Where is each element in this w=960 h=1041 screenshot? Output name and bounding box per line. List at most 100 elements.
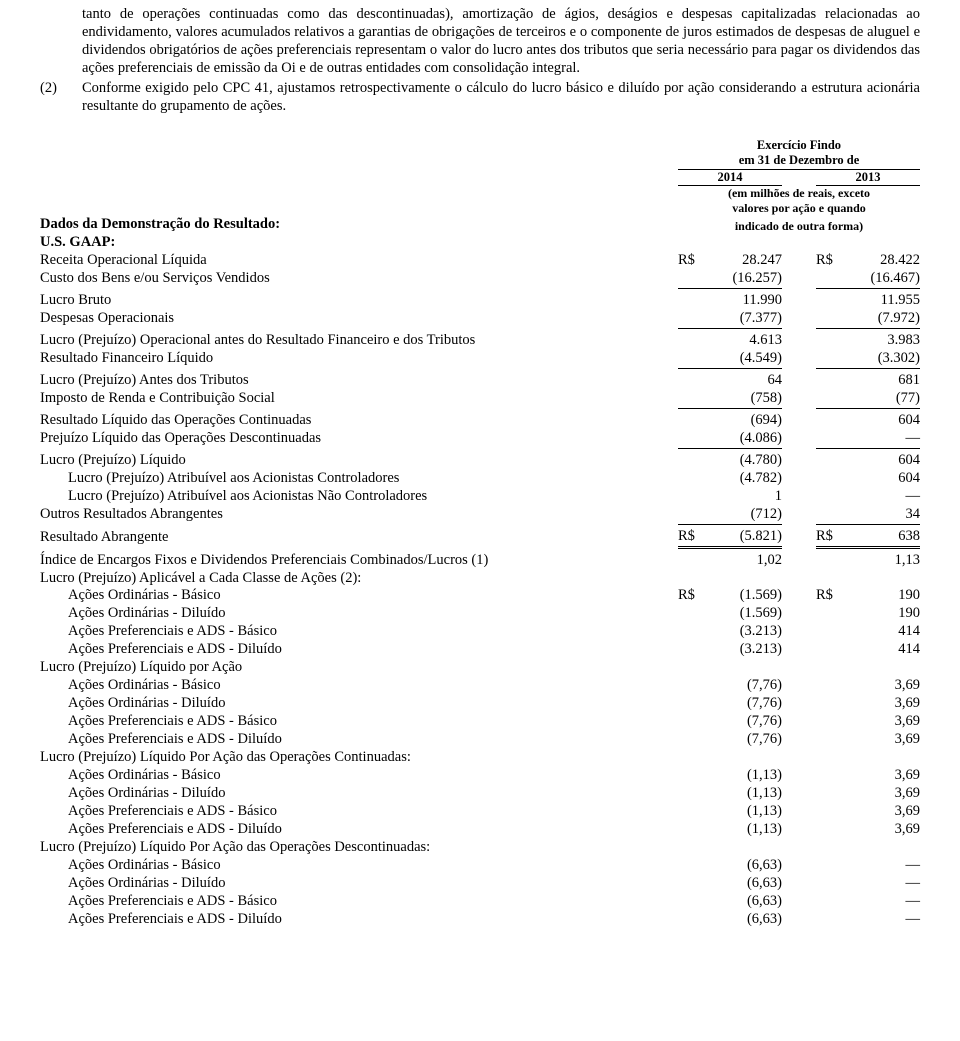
row-val: 681 bbox=[842, 372, 920, 390]
row-label: Despesas Operacionais bbox=[40, 310, 678, 328]
row-label: Ações Ordinárias - Básico bbox=[40, 767, 678, 785]
table-row: Ações Ordinárias - Básico (6,63) — bbox=[40, 857, 920, 875]
table-row: Lucro (Prejuízo) Líquido Por Ação das Op… bbox=[40, 839, 920, 857]
row-val: (6,63) bbox=[704, 857, 782, 875]
row-label: Lucro (Prejuízo) Atribuível aos Acionist… bbox=[40, 470, 678, 488]
row-val: (3.213) bbox=[704, 641, 782, 659]
row-val: 604 bbox=[842, 412, 920, 430]
row-val: 414 bbox=[842, 623, 920, 641]
row-label: Lucro (Prejuízo) Atribuível aos Acionist… bbox=[40, 488, 678, 506]
row-label: Custo dos Bens e/ou Serviços Vendidos bbox=[40, 270, 678, 288]
row-val: 1,13 bbox=[842, 552, 920, 570]
row-cur: R$ bbox=[678, 252, 704, 270]
row-val: (77) bbox=[842, 390, 920, 408]
row-label: Ações Ordinárias - Básico bbox=[40, 587, 678, 605]
row-val: 28.247 bbox=[704, 252, 782, 270]
table-row: Resultado Financeiro Líquido (4.549) (3.… bbox=[40, 350, 920, 368]
row-label: Outros Resultados Abrangentes bbox=[40, 506, 678, 524]
row-label: Lucro (Prejuízo) Operacional antes do Re… bbox=[40, 332, 678, 350]
row-label: Resultado Líquido das Operações Continua… bbox=[40, 412, 678, 430]
table-row: Índice de Encargos Fixos e Dividendos Pr… bbox=[40, 552, 920, 570]
row-label: Ações Ordinárias - Básico bbox=[40, 677, 678, 695]
table-row: Ações Preferenciais e ADS - Básico (1,13… bbox=[40, 803, 920, 821]
row-val: — bbox=[842, 857, 920, 875]
row-val: (7.972) bbox=[842, 310, 920, 328]
row-label: Lucro (Prejuízo) Antes dos Tributos bbox=[40, 372, 678, 390]
table-row: Lucro (Prejuízo) Líquido por Ação bbox=[40, 659, 920, 677]
row-val: (1,13) bbox=[704, 803, 782, 821]
row-cur: R$ bbox=[816, 587, 842, 605]
table-row: Ações Ordinárias - Diluído (1,13) 3,69 bbox=[40, 785, 920, 803]
table-row: Prejuízo Líquido das Operações Descontin… bbox=[40, 430, 920, 448]
row-label: Ações Preferenciais e ADS - Básico bbox=[40, 623, 678, 641]
row-label: Resultado Financeiro Líquido bbox=[40, 350, 678, 368]
row-val: (694) bbox=[704, 412, 782, 430]
row-val: 638 bbox=[842, 528, 920, 547]
row-val: (4.549) bbox=[704, 350, 782, 368]
table-row: Outros Resultados Abrangentes (712) 34 bbox=[40, 506, 920, 524]
header-sub3: indicado de outra forma) bbox=[678, 216, 920, 234]
table-row: Lucro (Prejuízo) Aplicável a Cada Classe… bbox=[40, 570, 920, 588]
row-val: (7,76) bbox=[704, 713, 782, 731]
row-val: (7,76) bbox=[704, 677, 782, 695]
row-val: (1.569) bbox=[704, 587, 782, 605]
row-label: Ações Ordinárias - Diluído bbox=[40, 875, 678, 893]
row-val: (6,63) bbox=[704, 911, 782, 929]
row-label: Índice de Encargos Fixos e Dividendos Pr… bbox=[40, 552, 678, 570]
row-val: (4.086) bbox=[704, 430, 782, 448]
row-val: 34 bbox=[842, 506, 920, 524]
row-val: (6,63) bbox=[704, 893, 782, 911]
row-val: 28.422 bbox=[842, 252, 920, 270]
row-val: (1,13) bbox=[704, 785, 782, 803]
header-line1: Exercício Findo bbox=[678, 138, 920, 154]
row-val: (16.467) bbox=[842, 270, 920, 288]
footnote-1-continuation: tanto de operações continuadas como das … bbox=[82, 6, 920, 78]
header-line2: em 31 de Dezembro de bbox=[678, 153, 920, 169]
row-val: (758) bbox=[704, 390, 782, 408]
section-dados: Dados da Demonstração do Resultado: bbox=[40, 216, 678, 234]
row-val: 190 bbox=[842, 587, 920, 605]
table-row: Receita Operacional Líquida R$ 28.247 R$… bbox=[40, 252, 920, 270]
table-row: Despesas Operacionais (7.377) (7.972) bbox=[40, 310, 920, 328]
row-label: Ações Ordinárias - Básico bbox=[40, 857, 678, 875]
row-val: 11.990 bbox=[704, 292, 782, 310]
table-row: Ações Ordinárias - Básico (7,76) 3,69 bbox=[40, 677, 920, 695]
row-label: Ações Preferenciais e ADS - Básico bbox=[40, 803, 678, 821]
table-row: Lucro Bruto 11.990 11.955 bbox=[40, 292, 920, 310]
row-val: (3.213) bbox=[704, 623, 782, 641]
row-val: (1.569) bbox=[704, 605, 782, 623]
row-cur: R$ bbox=[678, 528, 704, 547]
row-val: (1,13) bbox=[704, 767, 782, 785]
table-row: Ações Preferenciais e ADS - Diluído (1,1… bbox=[40, 821, 920, 839]
header-year-2014: 2014 bbox=[678, 169, 782, 186]
row-val: 190 bbox=[842, 605, 920, 623]
table-row: U.S. GAAP: bbox=[40, 234, 920, 252]
table-row: Lucro (Prejuízo) Líquido Por Ação das Op… bbox=[40, 749, 920, 767]
row-val: (6,63) bbox=[704, 875, 782, 893]
table-row: Resultado Abrangente R$ (5.821) R$ 638 bbox=[40, 528, 920, 547]
row-val: 3.983 bbox=[842, 332, 920, 350]
row-val: 3,69 bbox=[842, 731, 920, 749]
footnote-2-text: Conforme exigido pelo CPC 41, ajustamos … bbox=[82, 80, 920, 116]
table-row: Ações Ordinárias - Básico R$ (1.569) R$ … bbox=[40, 587, 920, 605]
table-row: Ações Ordinárias - Diluído (7,76) 3,69 bbox=[40, 695, 920, 713]
row-label: Ações Ordinárias - Diluído bbox=[40, 695, 678, 713]
table-row: Ações Preferenciais e ADS - Diluído (6,6… bbox=[40, 911, 920, 929]
table-row: Lucro (Prejuízo) Líquido (4.780) 604 bbox=[40, 452, 920, 470]
row-label: Ações Ordinárias - Diluído bbox=[40, 605, 678, 623]
row-label: Lucro (Prejuízo) Aplicável a Cada Classe… bbox=[40, 570, 920, 588]
income-statement-table: Exercício Findo em 31 de Dezembro de 201… bbox=[40, 138, 920, 929]
row-label: Ações Preferenciais e ADS - Diluído bbox=[40, 641, 678, 659]
row-val: (1,13) bbox=[704, 821, 782, 839]
footnote-2: (2) Conforme exigido pelo CPC 41, ajusta… bbox=[40, 80, 920, 116]
row-val: 604 bbox=[842, 470, 920, 488]
table-row: (em milhões de reais, exceto bbox=[40, 186, 920, 201]
table-row: Custo dos Bens e/ou Serviços Vendidos (1… bbox=[40, 270, 920, 288]
section-gaap: U.S. GAAP: bbox=[40, 234, 678, 252]
table-row: Ações Preferenciais e ADS - Diluído (7,7… bbox=[40, 731, 920, 749]
row-val: 414 bbox=[842, 641, 920, 659]
row-label: Ações Preferenciais e ADS - Básico bbox=[40, 713, 678, 731]
table-row: valores por ação e quando bbox=[40, 201, 920, 216]
row-label: Ações Preferenciais e ADS - Diluído bbox=[40, 911, 678, 929]
row-label: Ações Preferenciais e ADS - Básico bbox=[40, 893, 678, 911]
